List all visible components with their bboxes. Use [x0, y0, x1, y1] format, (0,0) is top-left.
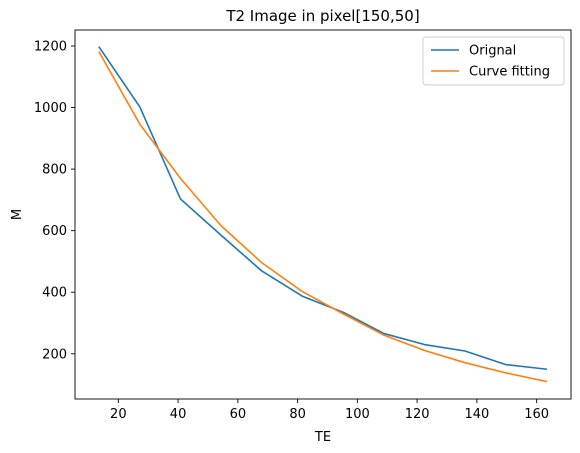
- x-tick-label: 140: [464, 407, 489, 422]
- y-tick-label: 1200: [34, 40, 67, 55]
- legend-label-1: Orignal: [469, 44, 516, 59]
- legend-label-2: Curve fitting: [469, 65, 550, 80]
- x-tick-label: 80: [289, 407, 306, 422]
- x-tick-label: 60: [230, 407, 247, 422]
- y-tick-label: 800: [42, 163, 67, 178]
- x-tick-label: 160: [524, 407, 549, 422]
- x-tick-label: 100: [345, 407, 370, 422]
- plot-frame: [74, 29, 572, 400]
- y-tick-label: 400: [42, 286, 67, 301]
- y-tick-label: 200: [42, 347, 67, 362]
- legend: Orignal Curve fitting: [422, 36, 565, 86]
- series-line-2: [98, 51, 548, 383]
- x-tick-label: 40: [170, 407, 187, 422]
- legend-box: [422, 36, 565, 86]
- chart-title: T2 Image in pixel[150,50]: [225, 7, 419, 25]
- x-tick-label: 20: [110, 407, 127, 422]
- axes-layer: 20 40 60 80 100 120 140 160 200 400 600 800 1000 1200: [34, 29, 572, 422]
- x-tick-label: 120: [405, 407, 430, 422]
- y-tick-label: 1000: [34, 101, 67, 116]
- series-layer: [98, 46, 548, 383]
- y-tick-label: 600: [42, 224, 67, 239]
- x-axis-title: TE: [314, 430, 331, 445]
- series-line-1: [98, 46, 548, 371]
- y-axis-title: M: [10, 209, 25, 220]
